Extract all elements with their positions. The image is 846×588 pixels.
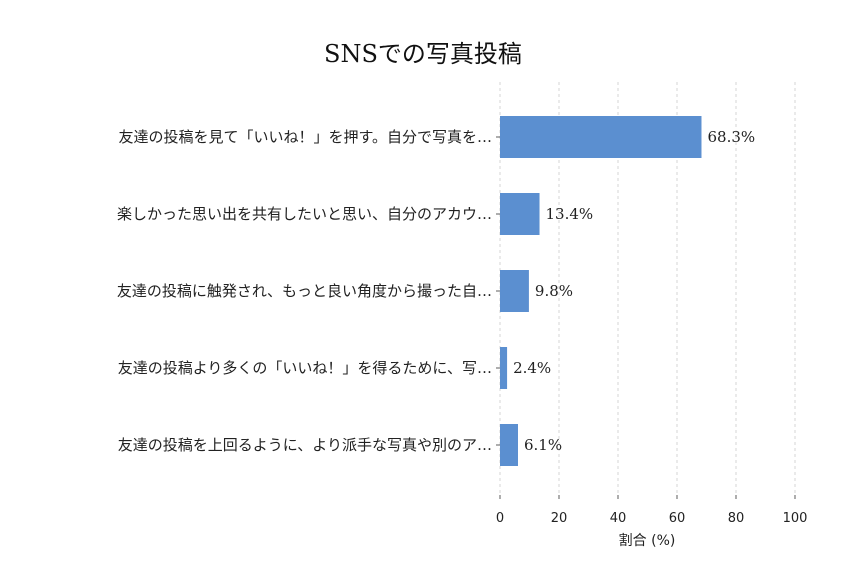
x-tick-label: 80 (728, 511, 745, 526)
bar (500, 116, 702, 158)
category-label: 友達の投稿より多くの「いいね！」を得るために、写… (118, 359, 492, 377)
value-label: 2.4% (513, 359, 551, 377)
x-tick-label: 100 (783, 511, 808, 526)
category-label: 友達の投稿に触発され、もっと良い角度から撮った自… (117, 282, 492, 300)
bar (500, 347, 508, 389)
chart-title: SNSでの写真投稿 (324, 40, 522, 68)
category-label: 友達の投稿を上回るように、より派手な写真や別のア… (118, 436, 492, 454)
x-tick-label: 40 (610, 511, 627, 526)
category-label: 友達の投稿を見て「いいね！」を押す。自分で写真を… (118, 128, 492, 146)
x-tick-label: 0 (496, 511, 504, 526)
x-axis-label: 割合 (%) (619, 532, 676, 549)
x-tick-label: 60 (669, 511, 686, 526)
bar (500, 270, 529, 312)
value-label: 68.3% (707, 128, 755, 146)
value-label: 13.4% (546, 205, 594, 223)
category-label: 楽しかった思い出を共有したいと思い、自分のアカウ… (117, 205, 492, 223)
x-tick-label: 20 (551, 511, 568, 526)
value-label: 6.1% (524, 436, 562, 454)
bar (500, 193, 540, 235)
bar (500, 424, 518, 466)
value-label: 9.8% (535, 282, 573, 300)
